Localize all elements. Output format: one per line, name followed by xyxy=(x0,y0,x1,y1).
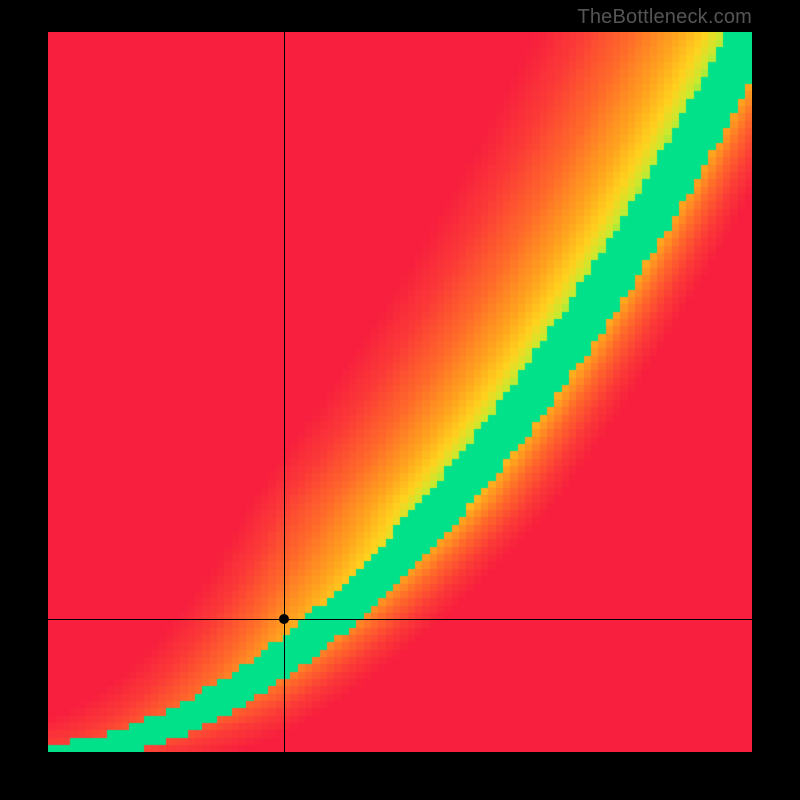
crosshair-marker xyxy=(279,614,289,624)
crosshair-vertical xyxy=(284,32,285,752)
watermark-text: TheBottleneck.com xyxy=(577,6,752,29)
plot-area xyxy=(48,32,752,752)
heatmap-canvas xyxy=(48,32,752,752)
crosshair-horizontal xyxy=(48,619,752,620)
